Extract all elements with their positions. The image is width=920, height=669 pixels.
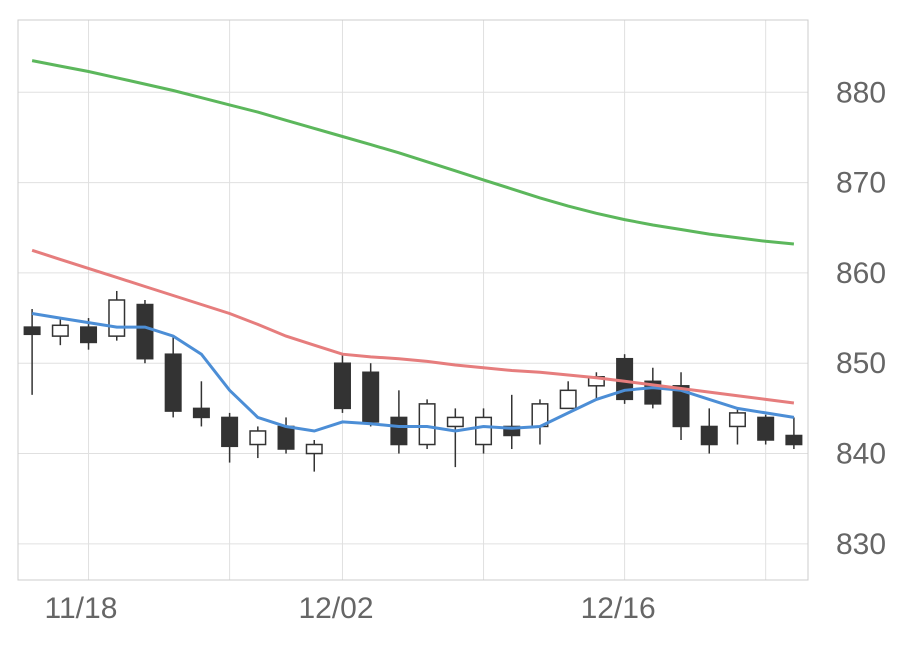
y-tick-label: 870 [836,167,886,200]
candle-body [730,413,746,427]
candle-body [222,417,238,446]
candle-body [81,327,97,342]
candle-body [53,325,69,336]
y-tick-label: 880 [836,76,886,109]
candle-body [391,417,407,444]
candle-body [194,408,210,417]
x-tick-label: 11/18 [45,592,118,625]
y-tick-label: 840 [836,438,886,471]
candlestick-chart: 830 840 850 860 870 880 11/18 12/02 12/16 [0,0,920,669]
x-tick-label: 12/16 [581,592,656,625]
candle-body [306,445,322,454]
y-tick-label: 830 [836,528,886,561]
candle-body [448,417,464,426]
candle-body [363,372,379,422]
candle-body [250,431,266,445]
candle-body [24,327,40,334]
candle-body [419,404,435,445]
candle-body [758,417,774,440]
candle-body [165,354,181,411]
y-tick-label: 850 [836,347,886,380]
candle-body [560,390,576,408]
candle-body [137,305,153,359]
candle-body [109,300,125,336]
candle-body [278,426,294,449]
candle-body [335,363,351,408]
x-tick-label: 12/02 [298,592,373,625]
candle-body [786,435,802,444]
candle-body [701,426,717,444]
y-tick-label: 860 [836,257,886,290]
chart-svg: 830 840 850 860 870 880 11/18 12/02 12/16 [0,0,920,669]
candle-body [476,417,492,444]
